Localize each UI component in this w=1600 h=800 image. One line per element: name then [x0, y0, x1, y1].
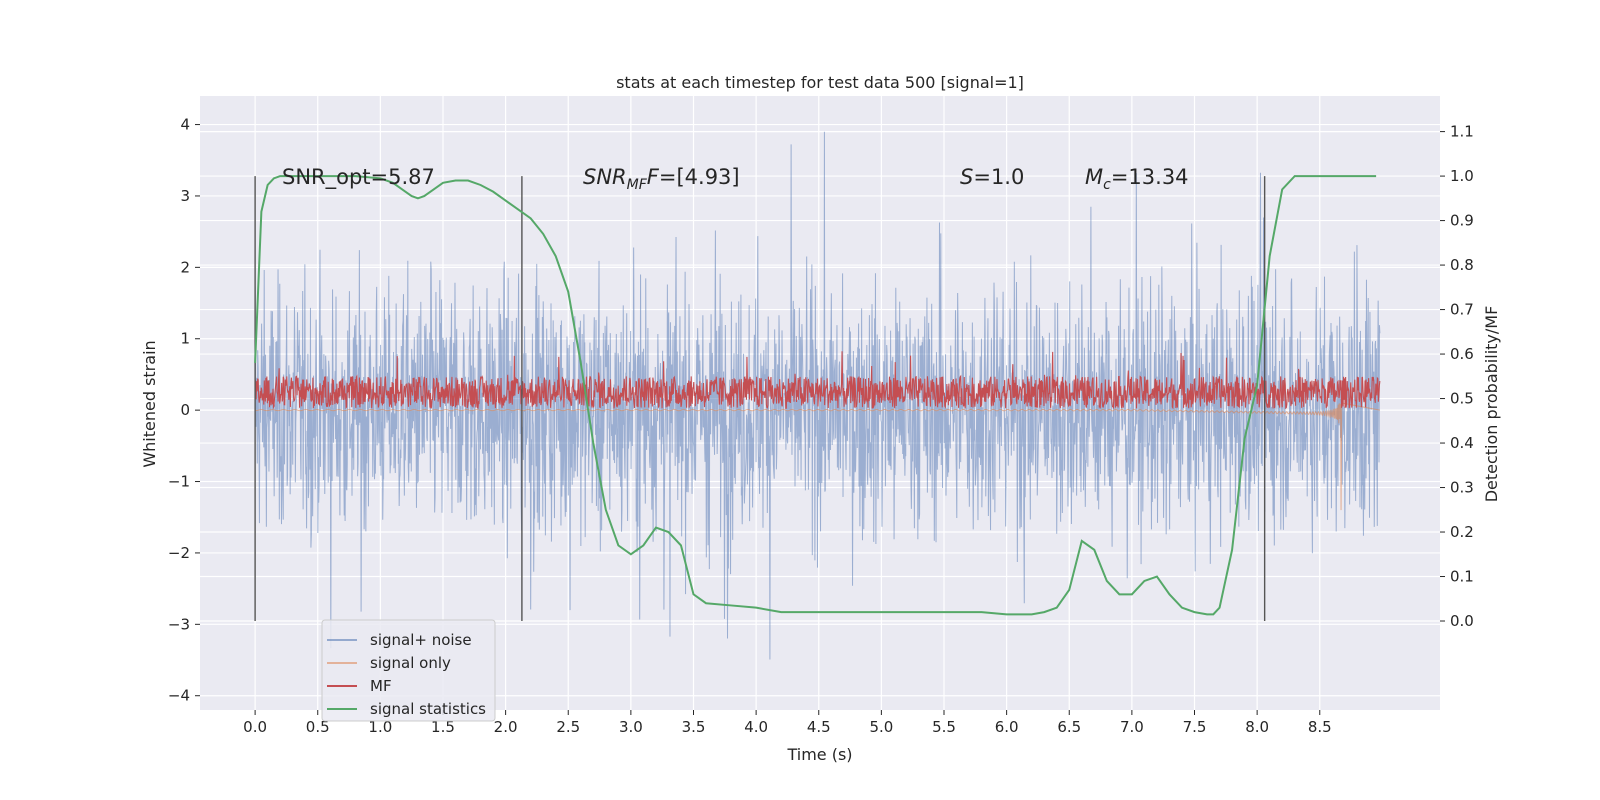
y-tick-label: −4: [168, 687, 190, 705]
annotation-snr-mf-f: F: [647, 165, 660, 189]
x-tick-label: 8.5: [1308, 718, 1332, 736]
y-tick-label: 1: [180, 330, 190, 348]
y-tick-label: −1: [168, 473, 190, 491]
annotation-snr-mf-value: =[4.93]: [659, 165, 740, 189]
x-tick-label: 5.0: [869, 718, 893, 736]
mf-line: [254, 351, 1381, 410]
annotation-snr-mf-symbol: SNR: [583, 165, 627, 189]
annotation-snr-opt: SNR_opt=5.87: [282, 165, 435, 190]
annotation-mc: Mc=13.34: [1085, 165, 1189, 193]
x-tick-label: 1.5: [431, 718, 455, 736]
y2-tick-label: 0.2: [1450, 523, 1474, 541]
x-tick-label: 2.5: [556, 718, 580, 736]
y2-tick-label: 0.7: [1450, 301, 1474, 319]
y2-tick-label: 1.1: [1450, 123, 1474, 141]
y2-axis-label: Detection probability/MF: [1482, 306, 1501, 503]
y-axis-label: Whitened strain: [140, 340, 159, 467]
x-tick-label: 7.0: [1120, 718, 1144, 736]
y2-tick-label: 0.0: [1450, 612, 1474, 630]
legend: signal+ noise signal only MF signal stat…: [321, 619, 496, 722]
annotation-s: S=1.0: [960, 165, 1024, 189]
y2-tick-label: 0.4: [1450, 434, 1474, 452]
y2-tick-label: 0.8: [1450, 256, 1474, 274]
legend-label-signal-only: signal only: [370, 654, 451, 672]
signal-only-line: [255, 402, 1380, 511]
y-axis-ticks: 4 3 2 1 0 −1 −2 −3 −4: [168, 116, 200, 705]
y2-tick-label: 0.6: [1450, 345, 1474, 363]
y2-tick-label: 0.3: [1450, 479, 1474, 497]
series-signal-statistics: [254, 175, 1377, 616]
y-tick-label: 0: [180, 401, 190, 419]
annotation-s-value: =1.0: [973, 165, 1024, 189]
x-tick-label: 3.5: [682, 718, 706, 736]
y-tick-label: −3: [168, 615, 190, 633]
x-tick-label: 2.0: [494, 718, 518, 736]
legend-label-mf: MF: [370, 677, 392, 695]
series-mf: [254, 351, 1381, 410]
series-signal-only: [255, 402, 1380, 511]
y2-tick-label: 0.5: [1450, 390, 1474, 408]
y2-tick-label: 1.0: [1450, 167, 1474, 185]
y-tick-label: 3: [180, 187, 190, 205]
vertical-markers: [254, 176, 1266, 622]
annotation-snr-mf: SNRMFF=[4.93]: [583, 165, 740, 193]
grid: [200, 96, 1440, 710]
y2-tick-label: 0.1: [1450, 568, 1474, 586]
x-tick-label: 3.0: [619, 718, 643, 736]
x-tick-label: 1.0: [368, 718, 392, 736]
signal-statistics-line: [254, 175, 1377, 616]
y-tick-label: 4: [180, 116, 190, 134]
annotation-s-symbol: S: [960, 165, 973, 189]
chart-title: stats at each timestep for test data 500…: [616, 73, 1024, 92]
legend-box: [321, 619, 496, 722]
annotation-mc-sub: c: [1103, 177, 1111, 193]
x-tick-label: 6.5: [1057, 718, 1081, 736]
x-axis-ticks: 0.0 0.5 1.0 1.5 2.0 2.5 3.0 3.5 4.0 4.5 5.0 5.5 6.0 6…: [243, 710, 1332, 736]
legend-label-signal-noise: signal+ noise: [370, 631, 472, 649]
x-tick-label: 6.0: [995, 718, 1019, 736]
x-axis-label: Time (s): [786, 745, 852, 764]
x-tick-label: 7.5: [1183, 718, 1207, 736]
y2-tick-label: 0.9: [1450, 212, 1474, 230]
annotation-mc-symbol: M: [1085, 165, 1103, 189]
legend-label-signal-statistics: signal statistics: [370, 700, 486, 718]
annotation-snr-mf-sub: MF: [627, 177, 648, 193]
annotation-mc-value: =13.34: [1111, 165, 1189, 189]
y2-axis-ticks: 1.1 1.0 0.9 0.8 0.7 0.6 0.5 0.4 0.3 0.2 0.1 0.0: [1440, 123, 1474, 630]
x-tick-label: 4.0: [744, 718, 768, 736]
x-tick-label: 8.0: [1245, 718, 1269, 736]
x-tick-label: 0.5: [306, 718, 330, 736]
y-tick-label: −2: [168, 544, 190, 562]
x-tick-label: 5.5: [932, 718, 956, 736]
x-tick-label: 4.5: [807, 718, 831, 736]
y-tick-label: 2: [180, 258, 190, 276]
x-tick-label: 0.0: [243, 718, 267, 736]
